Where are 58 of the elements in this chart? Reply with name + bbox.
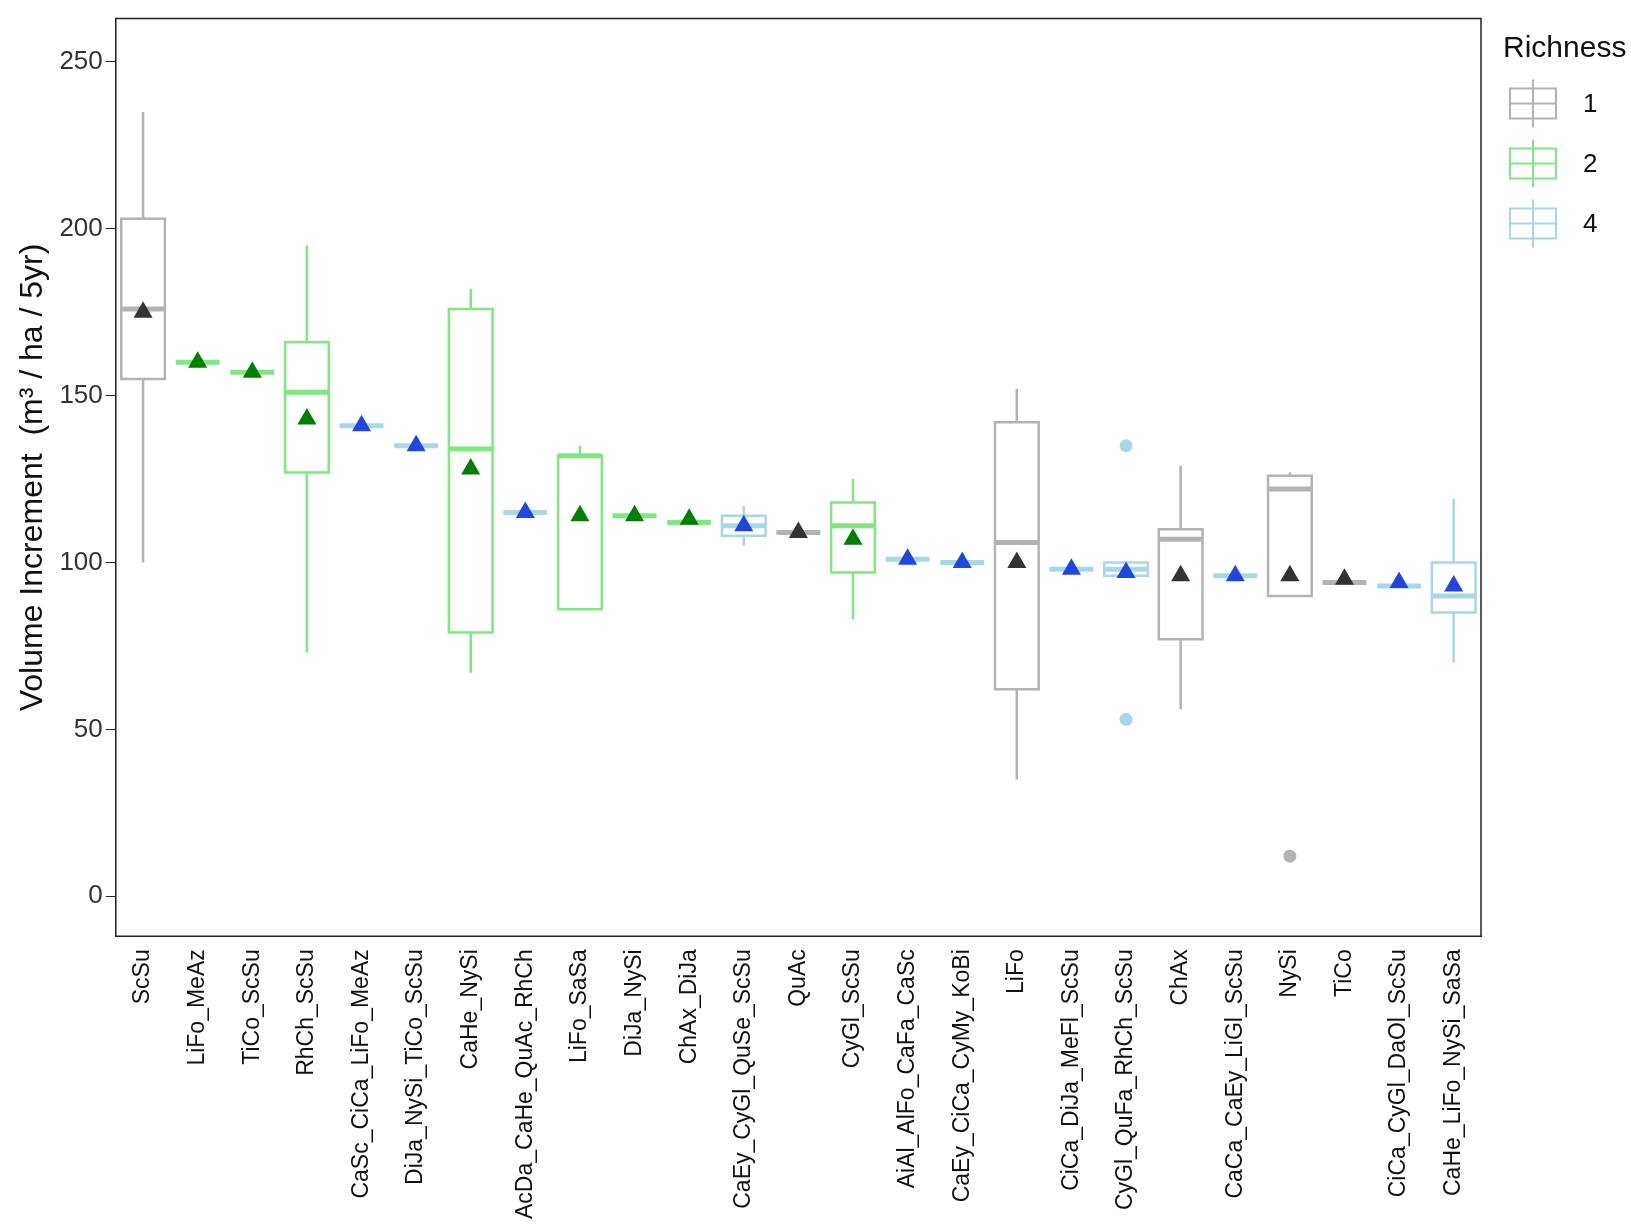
x-tick-label: CaHe_LiFo_NySi_SaSa	[1439, 949, 1466, 1197]
x-tick-label: CaEy_CiCa_CyMy_KoBi	[947, 949, 974, 1203]
x-tick-label: LiFo_SaSa	[565, 949, 592, 1064]
point	[515, 501, 535, 518]
y-tick-label: 100	[59, 545, 103, 576]
legend-title: Richness	[1503, 29, 1627, 63]
legend-label: 2	[1583, 147, 1598, 178]
x-tick-label: CyGl_ScSu	[838, 949, 865, 1069]
point	[570, 504, 590, 522]
x-tick-label: CaSc_CiCa_LiFo_MeAz	[346, 949, 373, 1199]
x-tick-label: RhCh_ScSu	[292, 949, 319, 1076]
x-tick-label: TiCo_ScSu	[237, 949, 264, 1065]
x-tick-label: DiJa_NySi_TiCo_ScSu	[401, 949, 428, 1185]
y-tick-label: 150	[59, 378, 103, 409]
x-tick-label: TiCo	[1329, 949, 1356, 997]
x-tick-label: CiCa_DiJa_MeFl_ScSu	[1056, 949, 1083, 1191]
point	[1061, 558, 1081, 575]
point	[1225, 564, 1245, 582]
point	[788, 521, 808, 538]
x-tick-label: CaCa_CaEy_LiGl_ScSu	[1220, 949, 1247, 1199]
x-tick-label: ScSu	[128, 949, 155, 1005]
point	[1116, 561, 1136, 579]
point	[1280, 564, 1300, 582]
point	[351, 414, 372, 432]
point	[679, 508, 699, 525]
x-tick-label: LiFo	[1002, 949, 1029, 995]
point	[1171, 564, 1191, 582]
y-axis-title: Volume Increment (m³ / ha / 5yr)	[13, 243, 50, 712]
x-tick-label: NySi	[1275, 949, 1302, 998]
x-tick-label: CaEy_CyGl_QuSe_ScSu	[729, 949, 756, 1209]
y-tick-label: 0	[88, 879, 103, 910]
point	[406, 434, 426, 452]
x-tick-label: ChAx_DiJa	[674, 949, 701, 1065]
point	[898, 548, 918, 565]
y-tick-label: 200	[59, 212, 103, 242]
point	[297, 408, 317, 425]
point	[1389, 571, 1409, 589]
point	[188, 351, 208, 368]
x-tick-label: AiAl_AlFo_CaFa_CaSc	[892, 949, 919, 1189]
x-tick-label: CyGl_QuFa_RhCh_ScSu	[1111, 949, 1138, 1211]
point	[1007, 551, 1027, 569]
y-tick-label: 250	[59, 45, 103, 76]
point	[625, 504, 645, 522]
x-tick-label: ChAx	[1166, 948, 1192, 1006]
legend-label: 1	[1583, 87, 1598, 118]
legend-label: 4	[1583, 207, 1598, 238]
point	[133, 301, 153, 318]
x-tick-label: LiFo_MeAz	[183, 949, 210, 1066]
point	[952, 551, 972, 569]
x-tick-label: QuAc	[783, 949, 810, 1007]
point	[461, 458, 481, 475]
x-tick-label: CiCa_CyGl_DaOl_ScSu	[1384, 949, 1411, 1198]
point	[242, 361, 262, 378]
point	[1334, 568, 1354, 585]
x-tick-label: CaHe_NySi	[456, 949, 483, 1070]
x-tick-label: AcDa_CaHe_QuAc_RhCh	[510, 949, 537, 1220]
y-tick-label: 50	[73, 712, 103, 743]
x-tick-label: DiJa_NySi	[619, 949, 646, 1057]
